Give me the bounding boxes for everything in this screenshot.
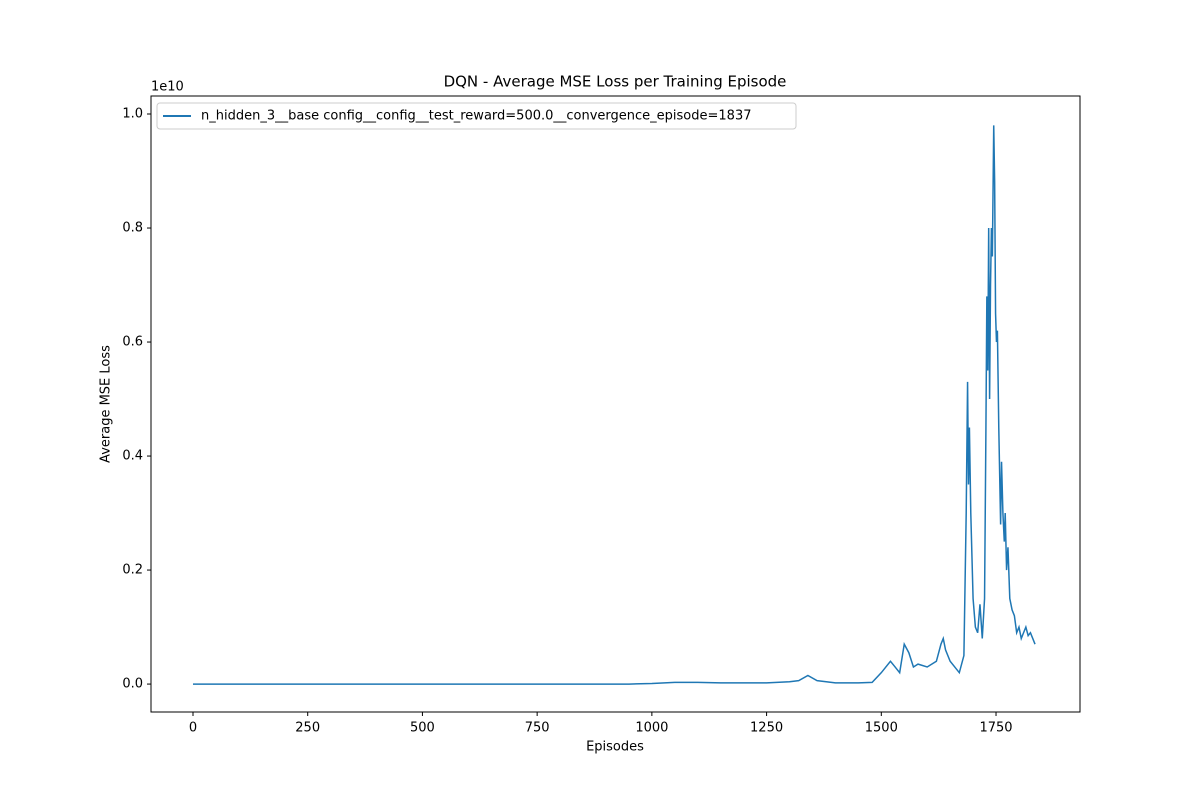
x-tick-label: 0 [189,721,197,736]
y-tick-label: 0.6 [122,335,143,350]
y-tick-label: 0.4 [122,449,143,464]
legend-label: n_hidden_3__base config__config__test_re… [201,109,751,124]
x-tick-label: 1000 [635,721,668,736]
y-tick-label: 0.2 [122,563,143,578]
data-line [192,125,1036,685]
x-tick-label: 750 [525,721,550,736]
x-tick-label: 1250 [750,721,783,736]
y-axis-label: Average MSE Loss [99,345,114,463]
y-tick-label: 1.0 [122,107,143,122]
x-axis-label: Episodes [586,740,644,755]
legend-box [156,102,797,130]
y-tick-label: 0.8 [122,221,143,236]
x-tick-label: 1750 [979,721,1012,736]
y-tick-label: 0.0 [122,677,143,692]
plot-frame [150,95,1081,713]
chart-title: DQN - Average MSE Loss per Training Epis… [444,73,787,91]
x-tick-label: 1500 [865,721,898,736]
x-tick-label: 250 [295,721,320,736]
x-tick-label: 500 [410,721,435,736]
y-offset-label: 1e10 [151,80,184,95]
